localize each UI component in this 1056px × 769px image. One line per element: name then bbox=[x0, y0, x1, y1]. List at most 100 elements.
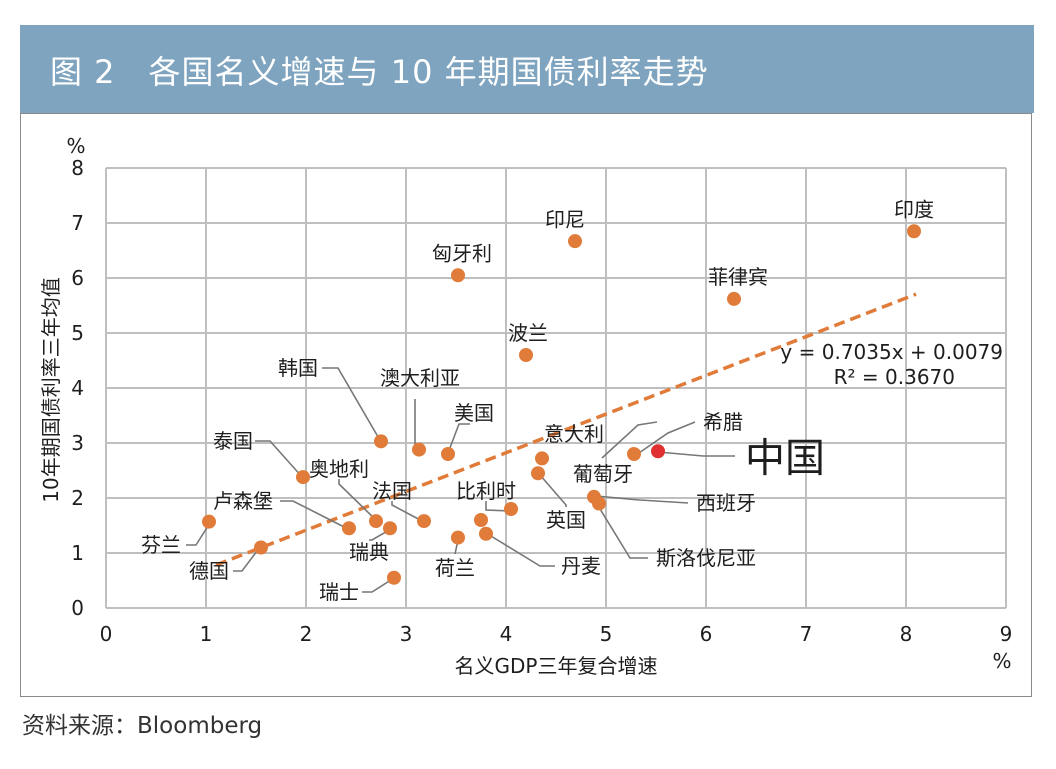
y-axis-unit: % bbox=[66, 134, 85, 158]
y-tick-label: 0 bbox=[71, 596, 84, 620]
point-label: 韩国 bbox=[278, 356, 318, 380]
point-marker bbox=[387, 570, 401, 585]
point-marker bbox=[369, 514, 383, 529]
point-marker bbox=[479, 526, 493, 541]
y-tick-label: 4 bbox=[71, 376, 84, 400]
axes: 0 1 2 3 4 5 6 7 8 9 0 1 2 3 4 5 6 7 8 名义GDP三年复合增速 % 10年期国债利率三… bbox=[39, 134, 1012, 678]
point-label: 匈牙利 bbox=[432, 241, 492, 265]
point-label: 西班牙 bbox=[696, 491, 756, 515]
x-tick-label: 8 bbox=[900, 622, 913, 646]
leader-line bbox=[322, 367, 382, 443]
y-tick-label: 5 bbox=[71, 321, 84, 345]
y-tick-label: 6 bbox=[71, 266, 84, 290]
trendline-equation: y = 0.7035x + 0.0079 bbox=[780, 340, 1003, 364]
point-marker bbox=[568, 234, 582, 249]
point-marker bbox=[627, 447, 641, 461]
point-marker bbox=[202, 514, 216, 529]
leader-line bbox=[595, 495, 689, 504]
point-label: 葡萄牙 bbox=[573, 462, 633, 486]
point-label: 德国 bbox=[189, 559, 229, 583]
point-marker bbox=[504, 502, 518, 516]
point-label: 丹麦 bbox=[561, 554, 601, 578]
chart-frame bbox=[20, 113, 1032, 697]
x-tick-label: 4 bbox=[500, 622, 513, 646]
leader-line bbox=[280, 500, 351, 531]
trendline-r2: R² = 0.3670 bbox=[834, 365, 955, 389]
leader-line bbox=[255, 440, 304, 479]
point-label: 意大利 bbox=[544, 422, 604, 446]
x-axis-unit: % bbox=[992, 649, 1011, 673]
y-tick-label: 3 bbox=[71, 431, 84, 455]
point-marker bbox=[296, 470, 310, 485]
point-label: 澳大利亚 bbox=[380, 366, 460, 390]
x-tick-label: 5 bbox=[600, 622, 613, 646]
point-marker bbox=[727, 291, 741, 306]
point-label: 希腊 bbox=[703, 410, 743, 434]
point-label: 斯洛伐尼亚 bbox=[656, 546, 756, 570]
point-marker bbox=[451, 268, 465, 283]
x-tick-label: 2 bbox=[300, 622, 313, 646]
leader-line bbox=[186, 522, 211, 546]
figure-title: 图 2 各国名义增速与 10 年期国债利率走势 bbox=[50, 53, 709, 91]
figure-header: 图 2 各国名义增速与 10 年期国债利率走势 bbox=[20, 25, 1034, 113]
point-marker bbox=[342, 521, 356, 536]
x-tick-label: 6 bbox=[700, 622, 713, 646]
point-label: 法国 bbox=[372, 479, 412, 503]
x-tick-label: 9 bbox=[1000, 622, 1013, 646]
leader-line bbox=[391, 501, 425, 523]
x-tick-label: 1 bbox=[200, 622, 213, 646]
leader-line bbox=[601, 421, 658, 459]
y-tick-label: 8 bbox=[71, 156, 84, 180]
x-tick-label: 7 bbox=[800, 622, 813, 646]
leader-line bbox=[657, 451, 735, 457]
point-label: 比利时 bbox=[456, 479, 516, 503]
leader-line bbox=[447, 423, 470, 454]
point-marker bbox=[383, 521, 397, 536]
point-marker bbox=[531, 466, 545, 481]
leader-line bbox=[485, 501, 511, 512]
x-axis-title: 名义GDP三年复合增速 bbox=[455, 654, 658, 678]
point-marker bbox=[592, 496, 606, 511]
point-label: 英国 bbox=[546, 508, 586, 532]
point-label: 瑞典 bbox=[349, 540, 389, 564]
point-label: 荷兰 bbox=[435, 556, 475, 580]
leader-line bbox=[338, 479, 379, 523]
leader-line bbox=[362, 577, 395, 593]
trendline bbox=[215, 292, 917, 567]
leader-line bbox=[233, 546, 261, 572]
leader-line bbox=[635, 421, 696, 456]
point-marker bbox=[441, 447, 455, 461]
point-label: 波兰 bbox=[508, 321, 548, 345]
point-marker bbox=[519, 348, 533, 362]
highlight-point-label: 中国 bbox=[745, 435, 825, 481]
point-label: 瑞士 bbox=[319, 580, 359, 604]
x-tick-label: 0 bbox=[100, 622, 113, 646]
point-marker bbox=[451, 530, 465, 545]
point-label: 菲律宾 bbox=[708, 265, 768, 289]
point-label: 印度 bbox=[894, 197, 934, 221]
point-label: 卢森堡 bbox=[213, 489, 273, 513]
point-marker bbox=[535, 451, 549, 466]
point-marker bbox=[474, 513, 488, 527]
point-marker bbox=[417, 514, 431, 529]
y-tick-label: 1 bbox=[71, 541, 84, 565]
point-label: 美国 bbox=[454, 401, 494, 425]
y-tick-label: 7 bbox=[71, 211, 84, 235]
leader-line bbox=[485, 532, 555, 567]
point-label: 奥地利 bbox=[309, 457, 369, 481]
leader-line bbox=[596, 503, 648, 559]
scatter-chart: 0 1 2 3 4 5 6 7 8 9 0 1 2 3 4 5 6 7 8 名义GDP三年复合增速 % 10年期国债利率三… bbox=[39, 134, 1012, 678]
point-marker bbox=[254, 540, 268, 555]
data-points bbox=[202, 224, 921, 585]
point-marker bbox=[412, 442, 426, 457]
point-label: 泰国 bbox=[213, 429, 253, 453]
source-note: 资料来源：Bloomberg bbox=[22, 713, 263, 739]
point-marker bbox=[907, 224, 921, 239]
point-marker bbox=[374, 434, 388, 449]
y-axis-title: 10年期国债利率三年均值 bbox=[39, 277, 63, 502]
y-tick-label: 2 bbox=[71, 486, 84, 510]
point-label: 芬兰 bbox=[141, 533, 181, 557]
x-tick-label: 3 bbox=[400, 622, 413, 646]
leader-line bbox=[539, 474, 567, 507]
